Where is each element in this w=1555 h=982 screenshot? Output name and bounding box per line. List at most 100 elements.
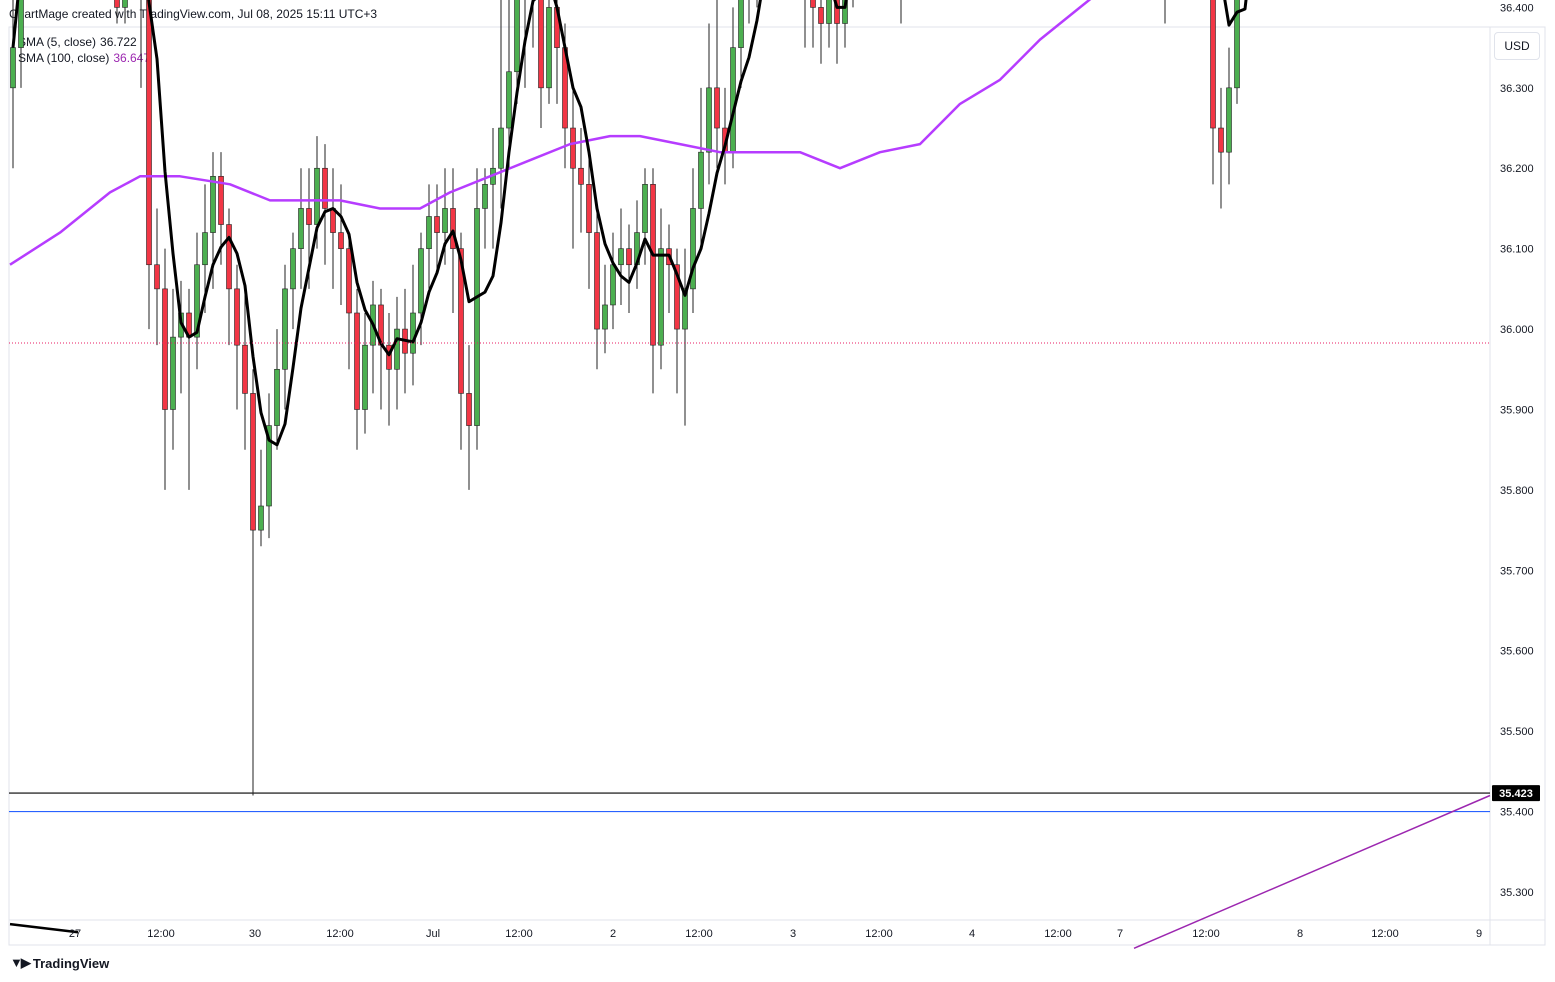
- candle: [466, 345, 472, 490]
- candle: [354, 288, 360, 450]
- price-tick-label: 36.000: [1500, 324, 1534, 336]
- candle: [162, 248, 168, 490]
- candle-body: [266, 425, 272, 507]
- candle-body: [610, 264, 616, 306]
- candle: [658, 208, 664, 370]
- candle: [538, 0, 544, 129]
- candle: [386, 312, 392, 426]
- time-tick-label: 7: [1117, 928, 1123, 940]
- candle-body: [730, 47, 736, 153]
- candle-body: [738, 0, 744, 48]
- candle-body: [474, 208, 480, 426]
- candle-body: [274, 368, 280, 426]
- candle: [586, 152, 592, 289]
- price-tick-label: 36.100: [1500, 244, 1534, 256]
- price-tick-label: 35.600: [1500, 646, 1534, 658]
- price-tick-label: 35.900: [1500, 404, 1534, 416]
- candle-body: [618, 248, 624, 266]
- candle: [804, 0, 806, 48]
- candle-body: [826, 0, 832, 24]
- candle: [594, 208, 600, 370]
- candle-body: [586, 184, 592, 233]
- candle: [330, 168, 336, 289]
- time-tick-label: 27: [69, 928, 81, 940]
- candle: [634, 200, 640, 289]
- candle-body: [514, 0, 520, 73]
- candle-body: [418, 248, 424, 314]
- candle: [834, 0, 840, 64]
- badge-support-black-text: 35.423: [1499, 788, 1533, 800]
- candle: [458, 232, 464, 450]
- candle-body: [306, 208, 312, 225]
- candle: [514, 0, 520, 104]
- price-tick-label: 35.400: [1500, 807, 1534, 819]
- candle: [322, 144, 328, 265]
- candle: [1164, 0, 1166, 24]
- candle: [618, 208, 624, 305]
- time-tick-label: 12:00: [1371, 928, 1399, 940]
- candle: [490, 128, 496, 249]
- candle-body: [506, 71, 512, 129]
- candle-body: [218, 175, 224, 225]
- candle-body: [1210, 0, 1216, 129]
- time-tick-label: 12:00: [326, 928, 354, 940]
- candle: [18, 0, 24, 88]
- candle: [474, 168, 480, 450]
- price-tick-label: 35.700: [1500, 565, 1534, 577]
- candle-body: [434, 216, 440, 233]
- candle: [338, 184, 344, 305]
- candle-body: [714, 87, 720, 129]
- candle: [498, 0, 504, 209]
- candle: [642, 168, 648, 265]
- candle: [826, 0, 832, 48]
- sma100-path: [9, 0, 1092, 266]
- candle: [748, 0, 750, 24]
- candle: [506, 0, 512, 169]
- chart-credit: ChartMage created with TradingView.com, …: [9, 7, 378, 21]
- time-tick-label: 30: [249, 928, 261, 940]
- candle-body: [202, 232, 208, 266]
- candle-body: [818, 7, 824, 24]
- candle-body: [170, 336, 176, 410]
- candle: [250, 369, 256, 796]
- candle: [274, 329, 280, 450]
- candle-body: [314, 167, 320, 225]
- candle: [666, 224, 672, 313]
- currency-button[interactable]: USD: [1494, 32, 1540, 60]
- candle: [682, 248, 688, 426]
- candle: [346, 232, 352, 370]
- candle-body: [18, 0, 24, 48]
- candle: [290, 232, 296, 330]
- candle-body: [234, 288, 240, 346]
- price-tick-label: 36.400: [1500, 2, 1534, 14]
- price-tick-label: 35.800: [1500, 485, 1534, 497]
- candle: [698, 87, 704, 249]
- candle: [810, 0, 816, 48]
- tradingview-logo[interactable]: ▼▶ TradingView: [10, 955, 109, 971]
- time-tick-label: 2: [610, 928, 616, 940]
- candle-body: [394, 328, 400, 370]
- candle: [266, 393, 272, 539]
- time-tick-label: 9: [1476, 928, 1482, 940]
- candle-body: [338, 232, 344, 249]
- time-axis-ticks: 27 12:00 30 12:00 Jul 12:00 2 12:00 3 12:00 4 12:00…: [69, 928, 1482, 940]
- time-tick-label: 12:00: [1044, 928, 1072, 940]
- candle-body: [602, 304, 608, 330]
- tradingview-brand: TradingView: [32, 955, 110, 971]
- badge-support-black-bg: [1492, 785, 1540, 802]
- price-axis-ticks: 35.300 35.400 35.500 35.600 35.700 35.800 35.9…: [1500, 2, 1534, 899]
- candle: [140, 0, 142, 88]
- sma5-value: 36.722: [100, 35, 137, 49]
- time-tick-label: 3: [790, 928, 796, 940]
- candle-body: [258, 505, 264, 531]
- candle: [546, 0, 552, 104]
- legend-sma5[interactable]: SMA (5, close) 36.722: [18, 34, 150, 50]
- candle: [1234, 0, 1240, 104]
- time-tick-label: 12:00: [685, 928, 713, 940]
- sma100-label: SMA (100, close): [18, 51, 110, 65]
- candle: [378, 288, 384, 410]
- candle: [226, 208, 232, 346]
- candle: [532, 0, 534, 48]
- candle-body: [642, 184, 648, 233]
